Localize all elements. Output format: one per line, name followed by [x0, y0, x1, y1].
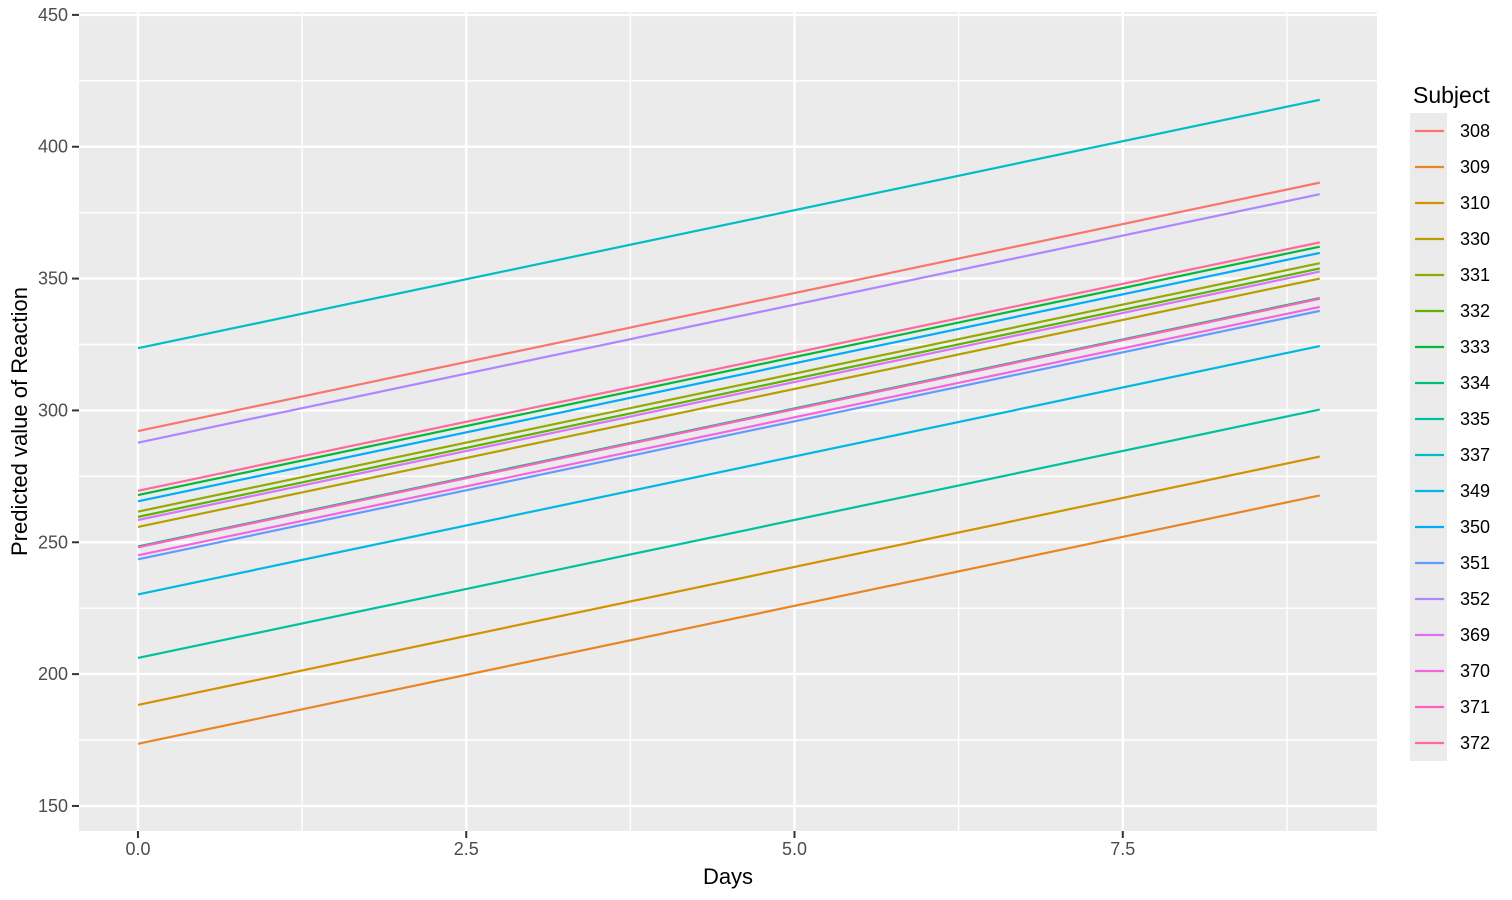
series-line-351	[137, 309, 1320, 561]
series-line-350	[137, 251, 1320, 503]
y-axis-title: Predicted value of Reaction	[7, 287, 32, 556]
legend-label-370: 370	[1460, 661, 1490, 681]
x-axis-title: Days	[703, 864, 753, 889]
series-line-310	[137, 455, 1320, 707]
axis-ticks	[72, 13, 1124, 838]
x-tick-labels: 0.0 2.5 5.0 7.5	[125, 839, 1135, 859]
series-line-369	[137, 270, 1320, 522]
y-tick-label: 250	[38, 532, 68, 552]
series-line-331	[137, 262, 1320, 513]
series-line-332	[137, 267, 1320, 518]
x-tick-label: 0.0	[125, 839, 150, 859]
legend-label-333: 333	[1460, 337, 1490, 357]
series-lines	[137, 98, 1320, 745]
legend-label-330: 330	[1460, 229, 1490, 249]
series-line-370	[137, 305, 1320, 557]
series-line-349	[137, 344, 1320, 596]
y-tick-label: 400	[38, 137, 68, 157]
x-tick-label: 2.5	[454, 839, 479, 859]
legend-label-337: 337	[1460, 445, 1490, 465]
series-line-352	[137, 193, 1320, 444]
legend-label-334: 334	[1460, 373, 1490, 393]
y-tick-label: 200	[38, 664, 68, 684]
legend-label-335: 335	[1460, 409, 1490, 429]
y-tick-label: 450	[38, 5, 68, 25]
y-tick-labels: 150 200 250 300 350 400 450	[38, 5, 68, 816]
x-tick-label: 5.0	[782, 839, 807, 859]
series-line-371	[137, 297, 1320, 549]
legend-label-350: 350	[1460, 517, 1490, 537]
legend-label-372: 372	[1460, 733, 1490, 753]
legend-label-349: 349	[1460, 481, 1490, 501]
legend-label-310: 310	[1460, 193, 1490, 213]
series-line-335	[137, 408, 1320, 660]
legend-label-309: 309	[1460, 157, 1490, 177]
series-line-337	[137, 98, 1320, 350]
y-tick-label: 300	[38, 400, 68, 420]
legend-label-332: 332	[1460, 301, 1490, 321]
series-line-330	[137, 277, 1320, 529]
series-line-308	[137, 181, 1320, 433]
legend-title: Subject	[1413, 82, 1490, 108]
legend-label-352: 352	[1460, 589, 1490, 609]
series-line-309	[137, 494, 1320, 745]
legend: Subject 308 309 310 330 331 332 333 334 335 337 349…	[1410, 82, 1490, 761]
legend-label-371: 371	[1460, 697, 1490, 717]
x-tick-label: 7.5	[1110, 839, 1135, 859]
legend-label-331: 331	[1460, 265, 1490, 285]
legend-label-369: 369	[1460, 625, 1490, 645]
legend-label-308: 308	[1460, 121, 1490, 141]
y-tick-label: 150	[38, 796, 68, 816]
series-line-333	[137, 245, 1320, 497]
y-tick-label: 350	[38, 269, 68, 289]
legend-label-351: 351	[1460, 553, 1490, 573]
series-line-372	[137, 241, 1320, 492]
